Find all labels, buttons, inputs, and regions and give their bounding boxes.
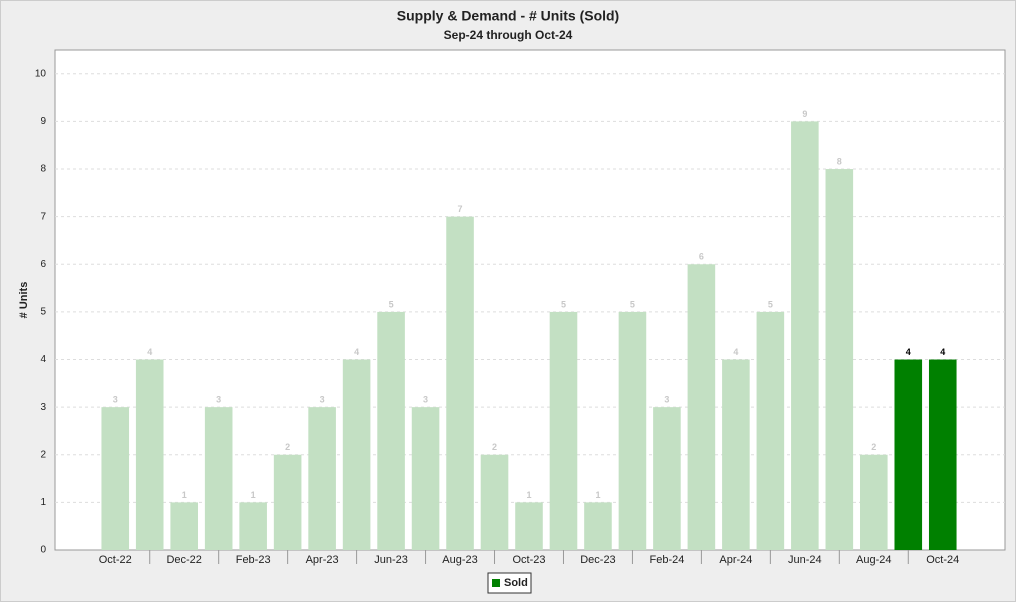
value-label: 3: [423, 395, 428, 405]
value-label: 2: [492, 442, 497, 452]
y-tick-label: 3: [40, 402, 46, 413]
y-tick-label: 4: [40, 354, 46, 365]
bar: [135, 359, 164, 550]
bar: [239, 502, 267, 550]
bar: [377, 311, 405, 550]
bar: [411, 407, 440, 550]
value-label: 4: [940, 347, 945, 357]
bar: [618, 311, 647, 550]
value-label: 4: [354, 347, 359, 357]
bar: [549, 311, 578, 550]
value-label: 3: [664, 395, 669, 405]
bar: [791, 121, 819, 550]
bar: [101, 407, 130, 550]
bar: [687, 264, 716, 550]
bar: [756, 311, 785, 550]
chart-subtitle: Sep-24 through Oct-24: [444, 28, 573, 42]
bar: [825, 169, 854, 551]
x-tick-label: Jun-24: [788, 554, 822, 566]
legend-swatch: [492, 579, 500, 587]
value-label: 2: [871, 442, 876, 452]
value-label: 5: [630, 299, 635, 309]
y-tick-label: 9: [40, 116, 46, 127]
bar: [860, 454, 888, 550]
value-label: 2: [285, 442, 290, 452]
bar: [342, 359, 371, 550]
value-label: 1: [526, 490, 531, 500]
value-label: 4: [733, 347, 738, 357]
x-tick-label: Aug-23: [442, 554, 477, 566]
x-tick-label: Dec-22: [166, 554, 201, 566]
value-label: 1: [595, 490, 600, 500]
y-tick-label: 6: [40, 259, 46, 270]
y-tick-label: 8: [40, 164, 46, 175]
x-tick-label: Oct-24: [926, 554, 959, 566]
y-tick-label: 5: [40, 307, 46, 318]
y-tick-label: 10: [35, 68, 47, 79]
x-tick-label: Jun-23: [374, 554, 408, 566]
value-label: 6: [699, 252, 704, 262]
x-tick-label: Oct-23: [512, 554, 545, 566]
bar: [722, 359, 750, 550]
x-tick-label: Apr-24: [719, 554, 752, 566]
value-label: 4: [147, 347, 152, 357]
y-axis-label: # Units: [18, 282, 30, 319]
value-label: 1: [182, 490, 187, 500]
x-tick-label: Feb-24: [649, 554, 684, 566]
bar: [308, 407, 336, 550]
bar: [653, 407, 681, 550]
bar: [480, 454, 509, 550]
value-label: 3: [216, 395, 221, 405]
x-tick-label: Oct-22: [99, 554, 132, 566]
bar: [446, 216, 474, 550]
bar: [170, 502, 198, 550]
bar: [894, 359, 923, 550]
x-tick-label: Dec-23: [580, 554, 615, 566]
value-label: 9: [802, 109, 807, 119]
chart-title: Supply & Demand - # Units (Sold): [397, 8, 619, 24]
y-tick-label: 2: [40, 449, 46, 460]
bar: [584, 502, 612, 550]
value-label: 7: [458, 204, 463, 214]
x-tick-label: Apr-23: [306, 554, 339, 566]
bar: [928, 359, 957, 550]
bar: [515, 502, 543, 550]
value-label: 3: [320, 395, 325, 405]
value-label: 5: [768, 299, 773, 309]
value-label: 8: [837, 156, 842, 166]
y-tick-label: 1: [40, 497, 46, 508]
legend-label: Sold: [504, 577, 528, 589]
y-tick-label: 0: [40, 545, 46, 556]
value-label: 5: [389, 299, 394, 309]
x-tick-label: Aug-24: [856, 554, 891, 566]
y-tick-label: 7: [40, 211, 46, 222]
value-label: 4: [906, 347, 911, 357]
x-tick-label: Feb-23: [236, 554, 271, 566]
bar: [204, 407, 233, 550]
value-label: 1: [251, 490, 256, 500]
value-label: 3: [113, 395, 118, 405]
value-label: 5: [561, 299, 566, 309]
bar: [273, 454, 302, 550]
legend: [487, 572, 532, 594]
